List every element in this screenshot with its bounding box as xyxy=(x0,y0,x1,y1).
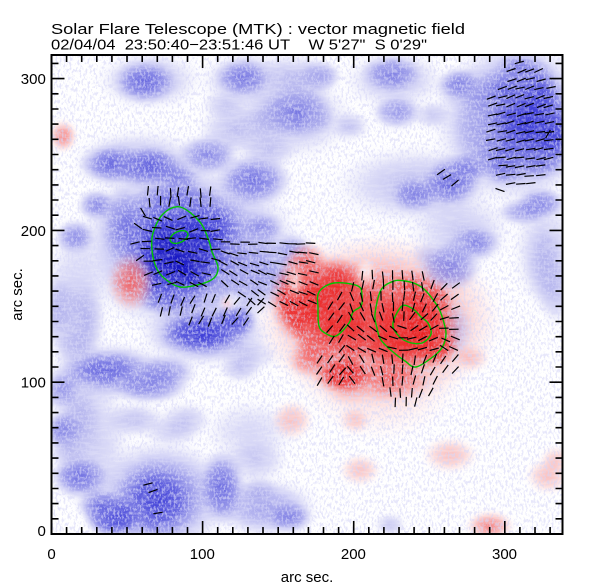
svg-text:02/04/04 23:50:40−23:51:46 UT: 02/04/04 23:50:40−23:51:46 UT W 5'27" S … xyxy=(51,37,427,54)
svg-text:0: 0 xyxy=(37,523,45,540)
svg-text:300: 300 xyxy=(492,546,517,563)
svg-text:200: 200 xyxy=(341,546,366,563)
svg-text:300: 300 xyxy=(21,71,46,88)
svg-text:100: 100 xyxy=(190,546,215,563)
svg-text:arc sec.: arc sec. xyxy=(9,268,26,321)
svg-text:200: 200 xyxy=(21,223,46,240)
svg-text:arc sec.: arc sec. xyxy=(281,569,334,585)
svg-text:0: 0 xyxy=(47,546,55,563)
svg-text:Solar Flare Telescope (MTK) :: Solar Flare Telescope (MTK) : vector mag… xyxy=(51,21,465,38)
svg-text:100: 100 xyxy=(21,375,46,392)
